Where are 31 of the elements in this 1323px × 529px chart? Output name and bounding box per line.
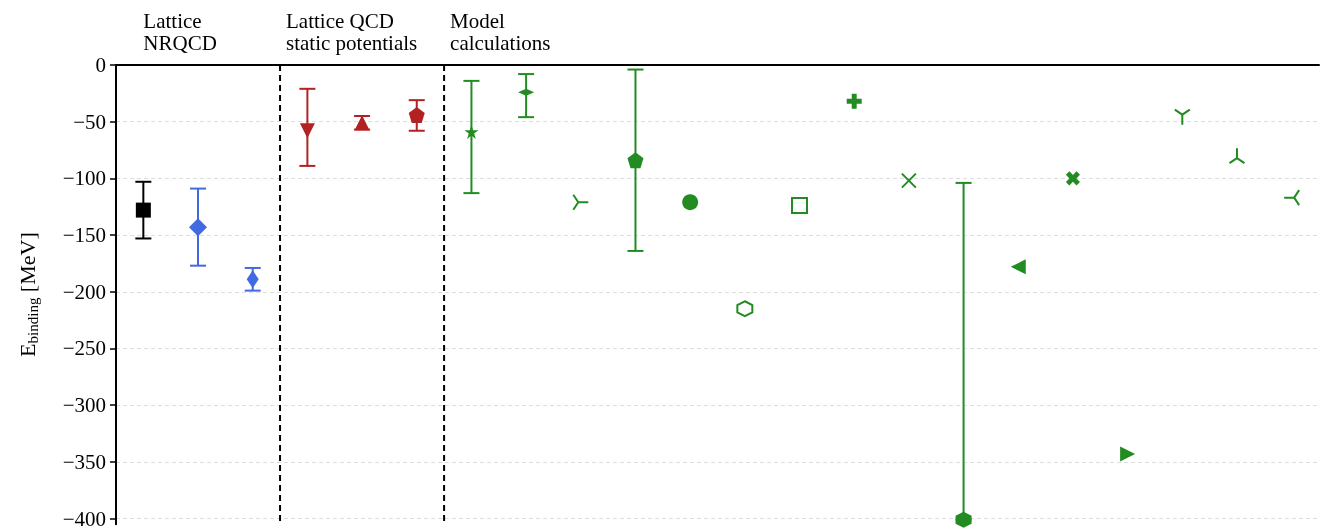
text: Model calculations [450,9,551,55]
point [791,197,809,215]
point [135,202,151,218]
point [682,194,699,211]
point [900,172,917,189]
point [189,218,208,237]
point [1283,189,1301,207]
text: Lattice NRQCD [143,9,217,55]
point [299,123,315,139]
point [464,124,479,139]
y-tick-label: 0 [95,53,106,77]
point [572,193,590,211]
y-tick-label: −100 [62,166,106,191]
y-tick-label: −150 [62,223,106,248]
y-tick-label: −50 [73,109,106,134]
text: Lattice QCD static potentials [286,9,418,55]
point [1065,171,1080,186]
point [408,106,425,123]
y-tick-label: −250 [62,336,106,361]
y-tick-label: −200 [62,279,106,304]
y-tick-label: −350 [62,449,106,474]
y-tick-label: −300 [62,393,106,418]
point [736,300,754,318]
point [1010,259,1026,275]
point [1120,446,1136,462]
point [1173,108,1191,126]
point [846,93,862,109]
y-axis-title: Ebinding [MeV] [15,232,41,357]
y-tick-label: −400 [62,506,106,529]
point [627,152,644,169]
point [955,511,972,528]
